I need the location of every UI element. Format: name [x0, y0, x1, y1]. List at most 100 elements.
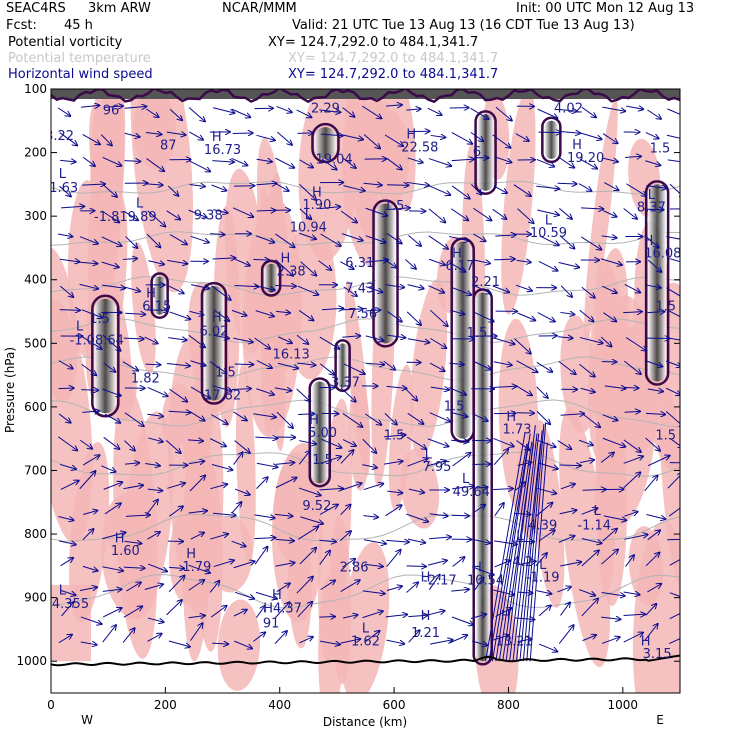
wind-vector — [365, 207, 388, 216]
wind-vector — [558, 156, 574, 168]
pv-annotation: 16.13 — [273, 348, 310, 363]
wind-vector — [513, 184, 531, 196]
wind-vector — [428, 285, 444, 293]
pv-annotation: 6 — [473, 145, 481, 160]
wind-speed-shading — [287, 512, 312, 649]
wind-vector — [429, 412, 450, 422]
wind-vector — [365, 363, 385, 364]
pv-annotation: 1.90 — [302, 198, 331, 213]
pv-contour — [474, 110, 497, 195]
wind-vector — [146, 500, 158, 515]
wind-vector — [58, 360, 73, 369]
wind-vector — [319, 551, 330, 565]
wind-vector — [472, 505, 486, 514]
wind-vector — [253, 413, 275, 417]
wind-vector — [536, 386, 548, 398]
wind-vector — [509, 433, 538, 662]
wind-vector — [80, 105, 99, 107]
theta-layer — [51, 180, 680, 609]
wind-vector — [537, 108, 558, 118]
wind-vector — [275, 285, 296, 286]
wind-vector — [319, 617, 335, 618]
wind-vector — [557, 587, 570, 593]
pv-annotation: L — [516, 529, 524, 544]
pv-annotation: H — [421, 609, 431, 624]
pv-annotation: 8.37 — [637, 201, 666, 216]
center-label: NCAR/MMM — [222, 1, 297, 16]
init-time: Init: 00 UTC Mon 12 Aug 13 — [516, 1, 695, 16]
wind-vector — [255, 591, 277, 598]
pv-annotation: L — [362, 622, 370, 637]
wind-vector — [274, 514, 293, 516]
pv-annotation: H — [506, 410, 516, 425]
wind-vector — [102, 334, 121, 350]
wind-vector — [147, 617, 164, 622]
wind-vector — [124, 440, 135, 451]
pv-annotation: 91 — [263, 617, 280, 632]
wind-vector — [320, 363, 334, 375]
pv-annotation: 2.86 — [340, 561, 369, 576]
pv-annotation: 2.21 — [471, 275, 500, 290]
wind-vector — [452, 287, 472, 295]
wind-vector — [644, 360, 663, 367]
wind-vector — [123, 210, 138, 220]
wind-vector — [124, 463, 139, 464]
wind-vector — [319, 336, 339, 349]
east-label: E — [656, 713, 664, 727]
wind-vector — [209, 234, 224, 235]
wind-vector — [624, 360, 641, 374]
wind-vector — [167, 259, 187, 263]
x-tick-label: 200 — [154, 698, 177, 712]
wind-vector — [61, 602, 74, 617]
wind-vector — [318, 260, 331, 270]
pv-annotation: 16.73 — [204, 143, 241, 158]
wind-vector — [408, 630, 420, 643]
wind-vector — [623, 592, 640, 595]
wind-vector — [647, 456, 670, 467]
pv-annotation: 1.62 — [351, 634, 380, 649]
wind-vector — [169, 108, 182, 120]
wind-vector — [297, 285, 318, 295]
wind-vector — [559, 510, 577, 515]
wind-vector — [320, 438, 341, 448]
wind-vector — [365, 260, 388, 262]
wind-vector — [406, 311, 421, 325]
wind-vector — [79, 471, 96, 490]
wind-vector — [81, 363, 96, 375]
wind-vector — [124, 106, 147, 108]
wind-vector — [491, 441, 529, 662]
wind-vector — [275, 259, 293, 276]
y-tick-label: 800 — [24, 527, 47, 541]
wind-vector — [473, 233, 485, 241]
wind-vector — [536, 158, 554, 166]
wind-vector — [81, 390, 98, 391]
pv-annotation: H — [641, 634, 651, 649]
wind-vector — [255, 437, 277, 438]
y-tick-label: 400 — [24, 273, 47, 287]
wind-vector — [505, 425, 536, 662]
wind-vector — [213, 513, 236, 515]
wind-vector — [624, 284, 640, 292]
valid-time: Valid: 21 UTC Tue 13 Aug 13 (16 CDT Tue … — [292, 18, 635, 33]
wind-vector — [602, 106, 625, 111]
wind-vector — [80, 642, 97, 645]
wind-vector — [101, 261, 119, 267]
wind-vector — [299, 440, 316, 445]
wind-vector — [59, 285, 73, 297]
wind-vector — [452, 486, 474, 489]
wind-vector — [125, 515, 150, 516]
wind-vector — [449, 261, 465, 271]
wind-vector — [406, 436, 426, 449]
wind-vector — [493, 386, 517, 387]
wind-vector — [341, 233, 363, 241]
pv-annotation: H — [312, 185, 322, 200]
wind-vector — [166, 210, 181, 220]
wind-vector — [495, 156, 511, 162]
wind-vector — [407, 284, 424, 289]
wind-vector — [580, 387, 595, 392]
wind-vector — [666, 287, 680, 297]
pv-annotation: -1.08.64 — [70, 334, 124, 349]
wind-vector — [145, 184, 162, 185]
wind-vector — [645, 413, 665, 414]
wind-vector — [81, 309, 103, 318]
